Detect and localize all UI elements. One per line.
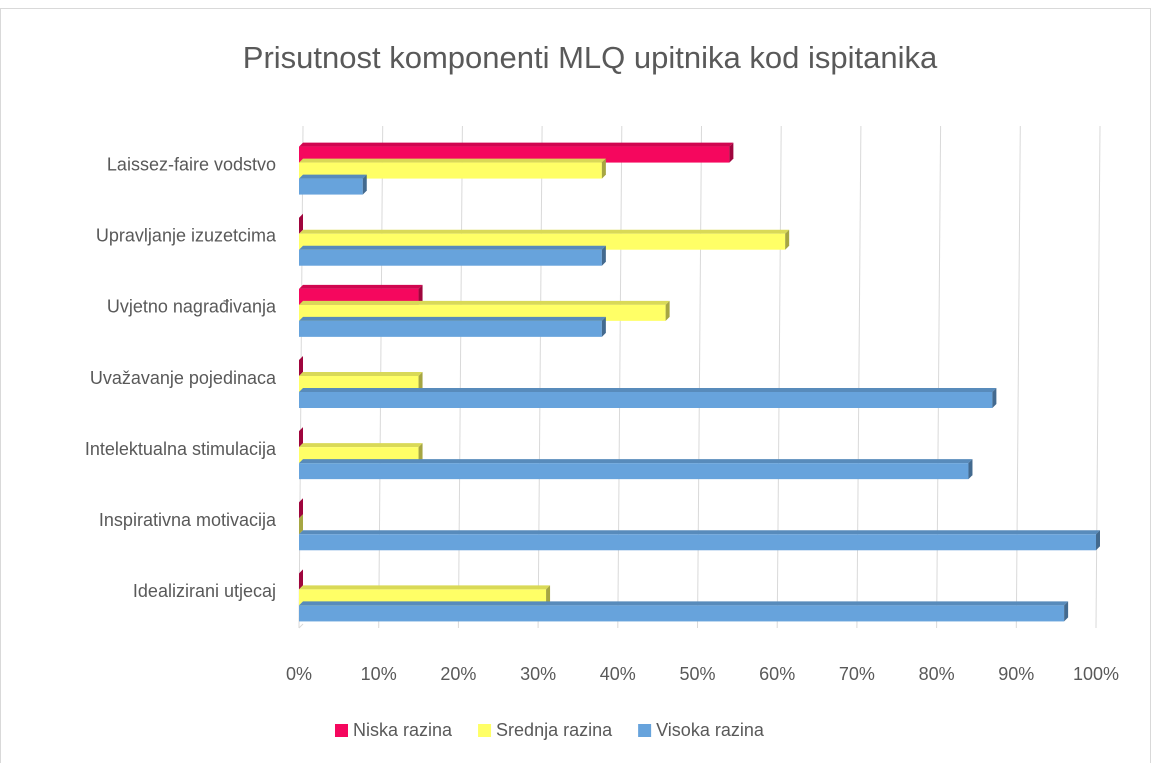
bar-top bbox=[299, 459, 973, 464]
y-tick-label: Idealizirani utjecaj bbox=[133, 581, 276, 601]
bar-top bbox=[299, 372, 423, 376]
bar-top bbox=[299, 229, 790, 234]
x-tick-label: 80% bbox=[919, 664, 955, 684]
bar-side bbox=[546, 585, 551, 606]
bar-side bbox=[418, 372, 423, 392]
y-tick-label: Uvažavanje pojedinaca bbox=[90, 368, 277, 388]
y-tick-label: Intelektualna stimulacija bbox=[85, 439, 277, 459]
bar-top bbox=[299, 601, 1069, 606]
bar-top bbox=[299, 443, 423, 448]
x-tick-label: 70% bbox=[839, 664, 875, 684]
bar bbox=[299, 249, 602, 266]
bar-side bbox=[362, 174, 367, 195]
bar-top bbox=[299, 316, 606, 321]
x-tick-label: 50% bbox=[679, 664, 715, 684]
bar bbox=[299, 463, 969, 480]
bar-side bbox=[1096, 530, 1100, 551]
x-tick-label: 90% bbox=[998, 664, 1034, 684]
bar-top bbox=[299, 300, 670, 305]
legend-label: Visoka razina bbox=[656, 720, 765, 740]
bar-side bbox=[418, 443, 423, 464]
bar-side bbox=[665, 300, 670, 321]
bar-top bbox=[299, 530, 1100, 535]
bar bbox=[299, 178, 363, 195]
y-tick-label: Laissez-faire vodstvo bbox=[107, 154, 276, 174]
bar-side bbox=[299, 427, 303, 448]
x-tick-label: 60% bbox=[759, 664, 795, 684]
y-tick-label: Inspirativna motivacija bbox=[99, 510, 277, 530]
bar-side bbox=[601, 158, 606, 179]
bar-side bbox=[299, 213, 303, 234]
bar-side bbox=[785, 229, 790, 250]
x-tick-label: 100% bbox=[1073, 664, 1119, 684]
bar bbox=[299, 392, 993, 408]
legend-swatch bbox=[335, 724, 348, 737]
bar-side bbox=[299, 356, 303, 376]
bar-top bbox=[299, 284, 423, 289]
legend-label: Niska razina bbox=[353, 720, 453, 740]
x-tick-label: 20% bbox=[440, 664, 476, 684]
bar bbox=[299, 605, 1065, 622]
bar-top bbox=[299, 245, 606, 250]
x-tick-label: 10% bbox=[361, 664, 397, 684]
bar-side bbox=[299, 569, 303, 590]
bar bbox=[299, 534, 1096, 551]
bar-top bbox=[299, 158, 606, 163]
bar-top bbox=[299, 142, 734, 147]
bar bbox=[299, 162, 602, 179]
y-tick-label: Upravljanje izuzetcima bbox=[96, 225, 277, 245]
x-tick-label: 0% bbox=[286, 664, 312, 684]
bar-side bbox=[1064, 601, 1069, 622]
bar-side bbox=[729, 142, 734, 163]
legend-swatch bbox=[478, 724, 492, 737]
bar-top bbox=[299, 585, 551, 590]
bar-side bbox=[601, 316, 606, 337]
y-tick-label: Uvjetno nagrađivanja bbox=[107, 297, 277, 317]
x-tick-label: 40% bbox=[600, 664, 636, 684]
chart-title: Prisutnost komponenti MLQ upitnika kod i… bbox=[243, 40, 938, 75]
axis-line bbox=[298, 623, 304, 629]
legend-label: Srednja razina bbox=[496, 720, 613, 740]
bar bbox=[299, 320, 602, 337]
bar-side bbox=[299, 498, 303, 519]
bar-side bbox=[299, 514, 303, 535]
bar-top bbox=[299, 388, 997, 392]
bar-side bbox=[601, 245, 606, 266]
x-tick-label: 30% bbox=[520, 664, 556, 684]
legend-swatch bbox=[638, 724, 652, 737]
bar-top bbox=[299, 174, 367, 179]
bar-side bbox=[992, 388, 997, 408]
bar-side bbox=[418, 284, 423, 305]
bar-side bbox=[968, 459, 973, 480]
